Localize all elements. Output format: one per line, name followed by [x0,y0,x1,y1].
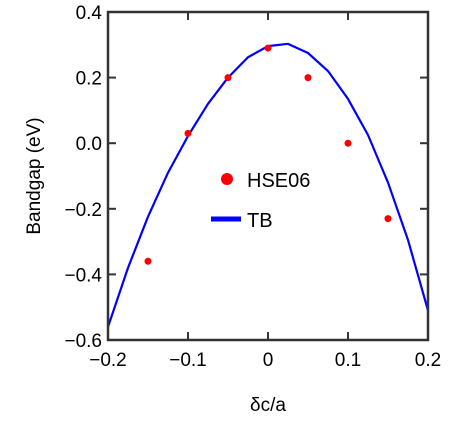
y-tick-label: 0.0 [76,134,102,155]
x-tick-label: 0.1 [335,350,361,371]
x-tick-label: 0.2 [415,350,441,371]
legend-tb-label: TB [247,210,273,232]
y-tick-label: −0.4 [64,265,102,286]
y-tick-label: −0.2 [64,200,102,221]
hse06-point [144,257,152,265]
hse06-point [384,215,392,223]
y-axis-label: Bandgap (eV) [24,117,45,234]
hse06-point [184,129,192,137]
x-axis-label: δc/a [250,395,286,416]
hse06-point [224,74,232,82]
hse06-points-layer [144,44,392,265]
hse06-point [264,44,272,52]
legend-hse06-marker [221,173,233,185]
tick-labels: −0.2 −0.1 0 0.1 0.2 −0.6 −0.4 −0.2 0.0 0.2 0.4 [64,3,441,371]
legend: HSE06 TB [211,170,310,232]
hse06-point [344,139,352,147]
plot-frame [106,10,430,342]
legend-hse06-label: HSE06 [247,170,310,192]
hse06-point [304,74,312,82]
x-tick-label: 0 [263,350,274,371]
x-tick-label: −0.1 [169,350,207,371]
y-tick-label: 0.4 [76,3,103,24]
y-tick-label: −0.6 [64,331,102,352]
x-tick-label: −0.2 [89,350,127,371]
y-tick-label: 0.2 [76,69,102,90]
